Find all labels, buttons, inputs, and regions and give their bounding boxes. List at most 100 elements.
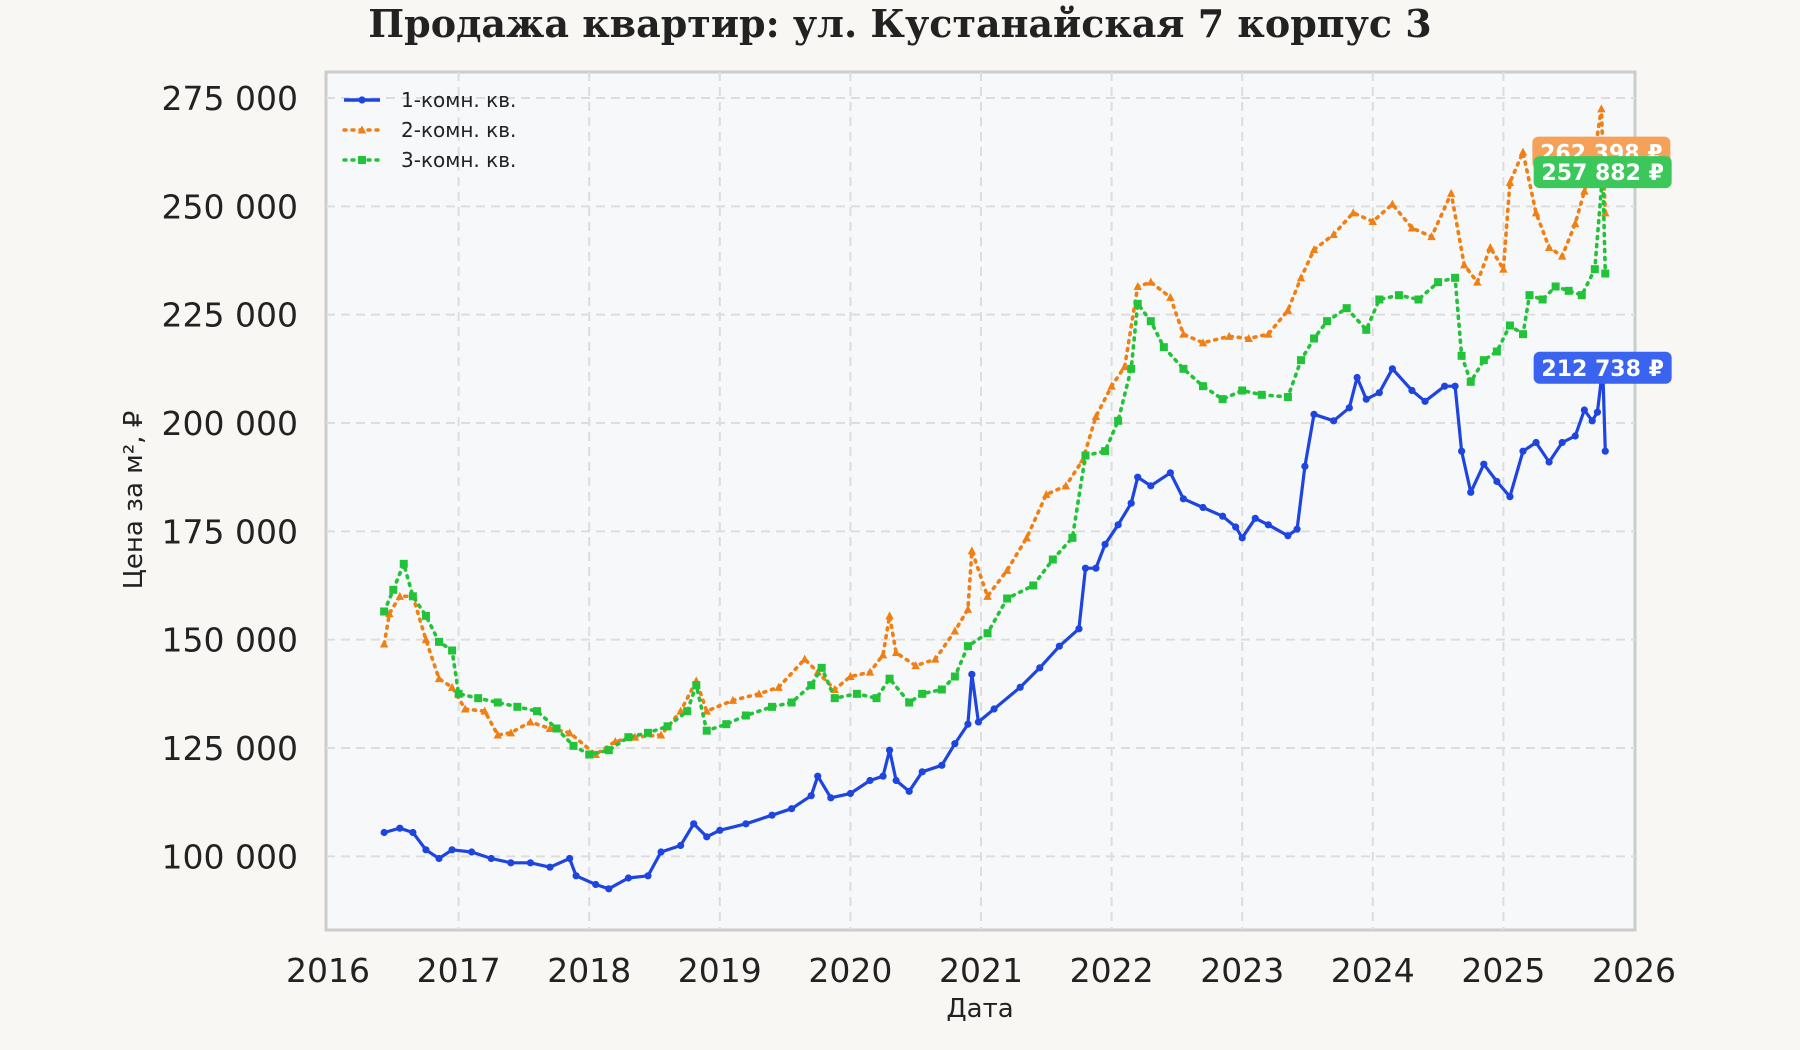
data-point <box>1133 299 1142 308</box>
badge-background <box>1533 351 1672 384</box>
data-point <box>852 689 861 698</box>
data-point <box>526 717 535 726</box>
data-point <box>657 848 665 856</box>
data-point <box>1330 417 1338 425</box>
data-point <box>1107 381 1116 390</box>
data-point <box>885 674 894 683</box>
data-point <box>565 728 574 737</box>
x-tick-label: 2022 <box>1070 951 1154 990</box>
data-point <box>1238 534 1246 542</box>
data-point <box>448 846 456 854</box>
x-tick-label: 2019 <box>678 951 762 990</box>
data-point <box>1342 304 1351 313</box>
data-point <box>846 789 855 798</box>
data-point <box>1310 410 1318 418</box>
data-point <box>389 585 398 594</box>
data-point <box>1532 438 1540 447</box>
data-point <box>830 694 839 703</box>
data-point <box>1159 343 1168 352</box>
data-point <box>1414 295 1423 304</box>
data-point <box>683 707 692 716</box>
data-point <box>1451 273 1460 282</box>
data-point <box>950 672 959 681</box>
data-point <box>891 648 901 657</box>
data-point <box>1564 286 1573 295</box>
data-point <box>656 730 666 739</box>
data-point <box>1179 329 1188 338</box>
data-point <box>905 698 914 707</box>
data-point <box>409 828 417 837</box>
data-point <box>1557 251 1567 260</box>
data-point <box>807 792 815 800</box>
data-point <box>1427 232 1436 241</box>
data-point <box>454 689 463 698</box>
data-point <box>1114 521 1122 529</box>
data-point <box>1166 469 1174 477</box>
data-point <box>1048 555 1057 564</box>
data-point <box>493 730 502 739</box>
data-point <box>1075 625 1083 633</box>
y-tick-label: 100 000 <box>162 837 298 876</box>
data-point <box>552 724 561 733</box>
end-value-badge: 212 738 ₽ <box>1533 351 1672 384</box>
legend-item: 1-комн. кв. <box>344 88 516 112</box>
x-tick-label: 2026 <box>1592 951 1676 990</box>
data-point <box>592 880 600 889</box>
data-point <box>1505 178 1515 186</box>
legend-item: 2-комн. кв. <box>342 118 516 142</box>
data-point <box>1198 338 1208 347</box>
data-point <box>532 707 541 716</box>
data-point <box>506 728 516 737</box>
x-tick-label: 2020 <box>808 951 892 990</box>
data-point <box>1460 260 1469 269</box>
data-point <box>1309 245 1319 254</box>
data-point <box>474 694 483 703</box>
legend-label: 3-комн. кв. <box>401 148 516 172</box>
data-point <box>1029 581 1038 590</box>
data-point <box>1146 317 1155 326</box>
data-point <box>754 689 764 698</box>
data-point <box>1310 334 1319 343</box>
data-point <box>1551 282 1560 291</box>
y-tick-label: 200 000 <box>162 404 298 443</box>
data-point <box>1407 223 1417 232</box>
data-point <box>768 702 777 711</box>
data-point <box>1458 447 1466 455</box>
data-point <box>1394 291 1403 300</box>
data-point <box>967 546 977 555</box>
data-point <box>905 787 913 795</box>
data-point <box>1293 525 1301 533</box>
data-point <box>814 772 822 780</box>
data-point <box>1179 495 1188 503</box>
data-point <box>1238 386 1247 395</box>
data-point <box>604 746 613 755</box>
data-point <box>1257 390 1266 399</box>
data-point <box>644 872 652 880</box>
data-point <box>422 846 430 854</box>
data-point <box>1036 664 1044 672</box>
y-tick-label: 250 000 <box>162 187 298 226</box>
data-point <box>1003 594 1012 603</box>
data-point <box>1467 488 1475 496</box>
data-point <box>1531 208 1541 217</box>
data-point <box>448 646 457 655</box>
data-point <box>435 637 444 646</box>
data-point <box>1571 432 1579 440</box>
x-tick-label: 2025 <box>1461 951 1545 990</box>
data-point <box>1388 365 1396 373</box>
data-point <box>1179 364 1188 373</box>
data-point <box>1580 186 1589 195</box>
data-point <box>1081 564 1090 572</box>
data-point <box>1323 317 1332 326</box>
data-point <box>1022 533 1031 542</box>
data-point <box>1349 208 1358 217</box>
data-point <box>1120 362 1129 371</box>
chart-title: Продажа квартир: ул. Кустанайская 7 корп… <box>368 1 1431 46</box>
data-point <box>380 607 389 616</box>
data-point <box>1601 269 1610 278</box>
data-point <box>1101 540 1109 548</box>
data-point <box>768 811 776 819</box>
data-point <box>569 741 578 750</box>
data-point <box>1571 219 1580 228</box>
